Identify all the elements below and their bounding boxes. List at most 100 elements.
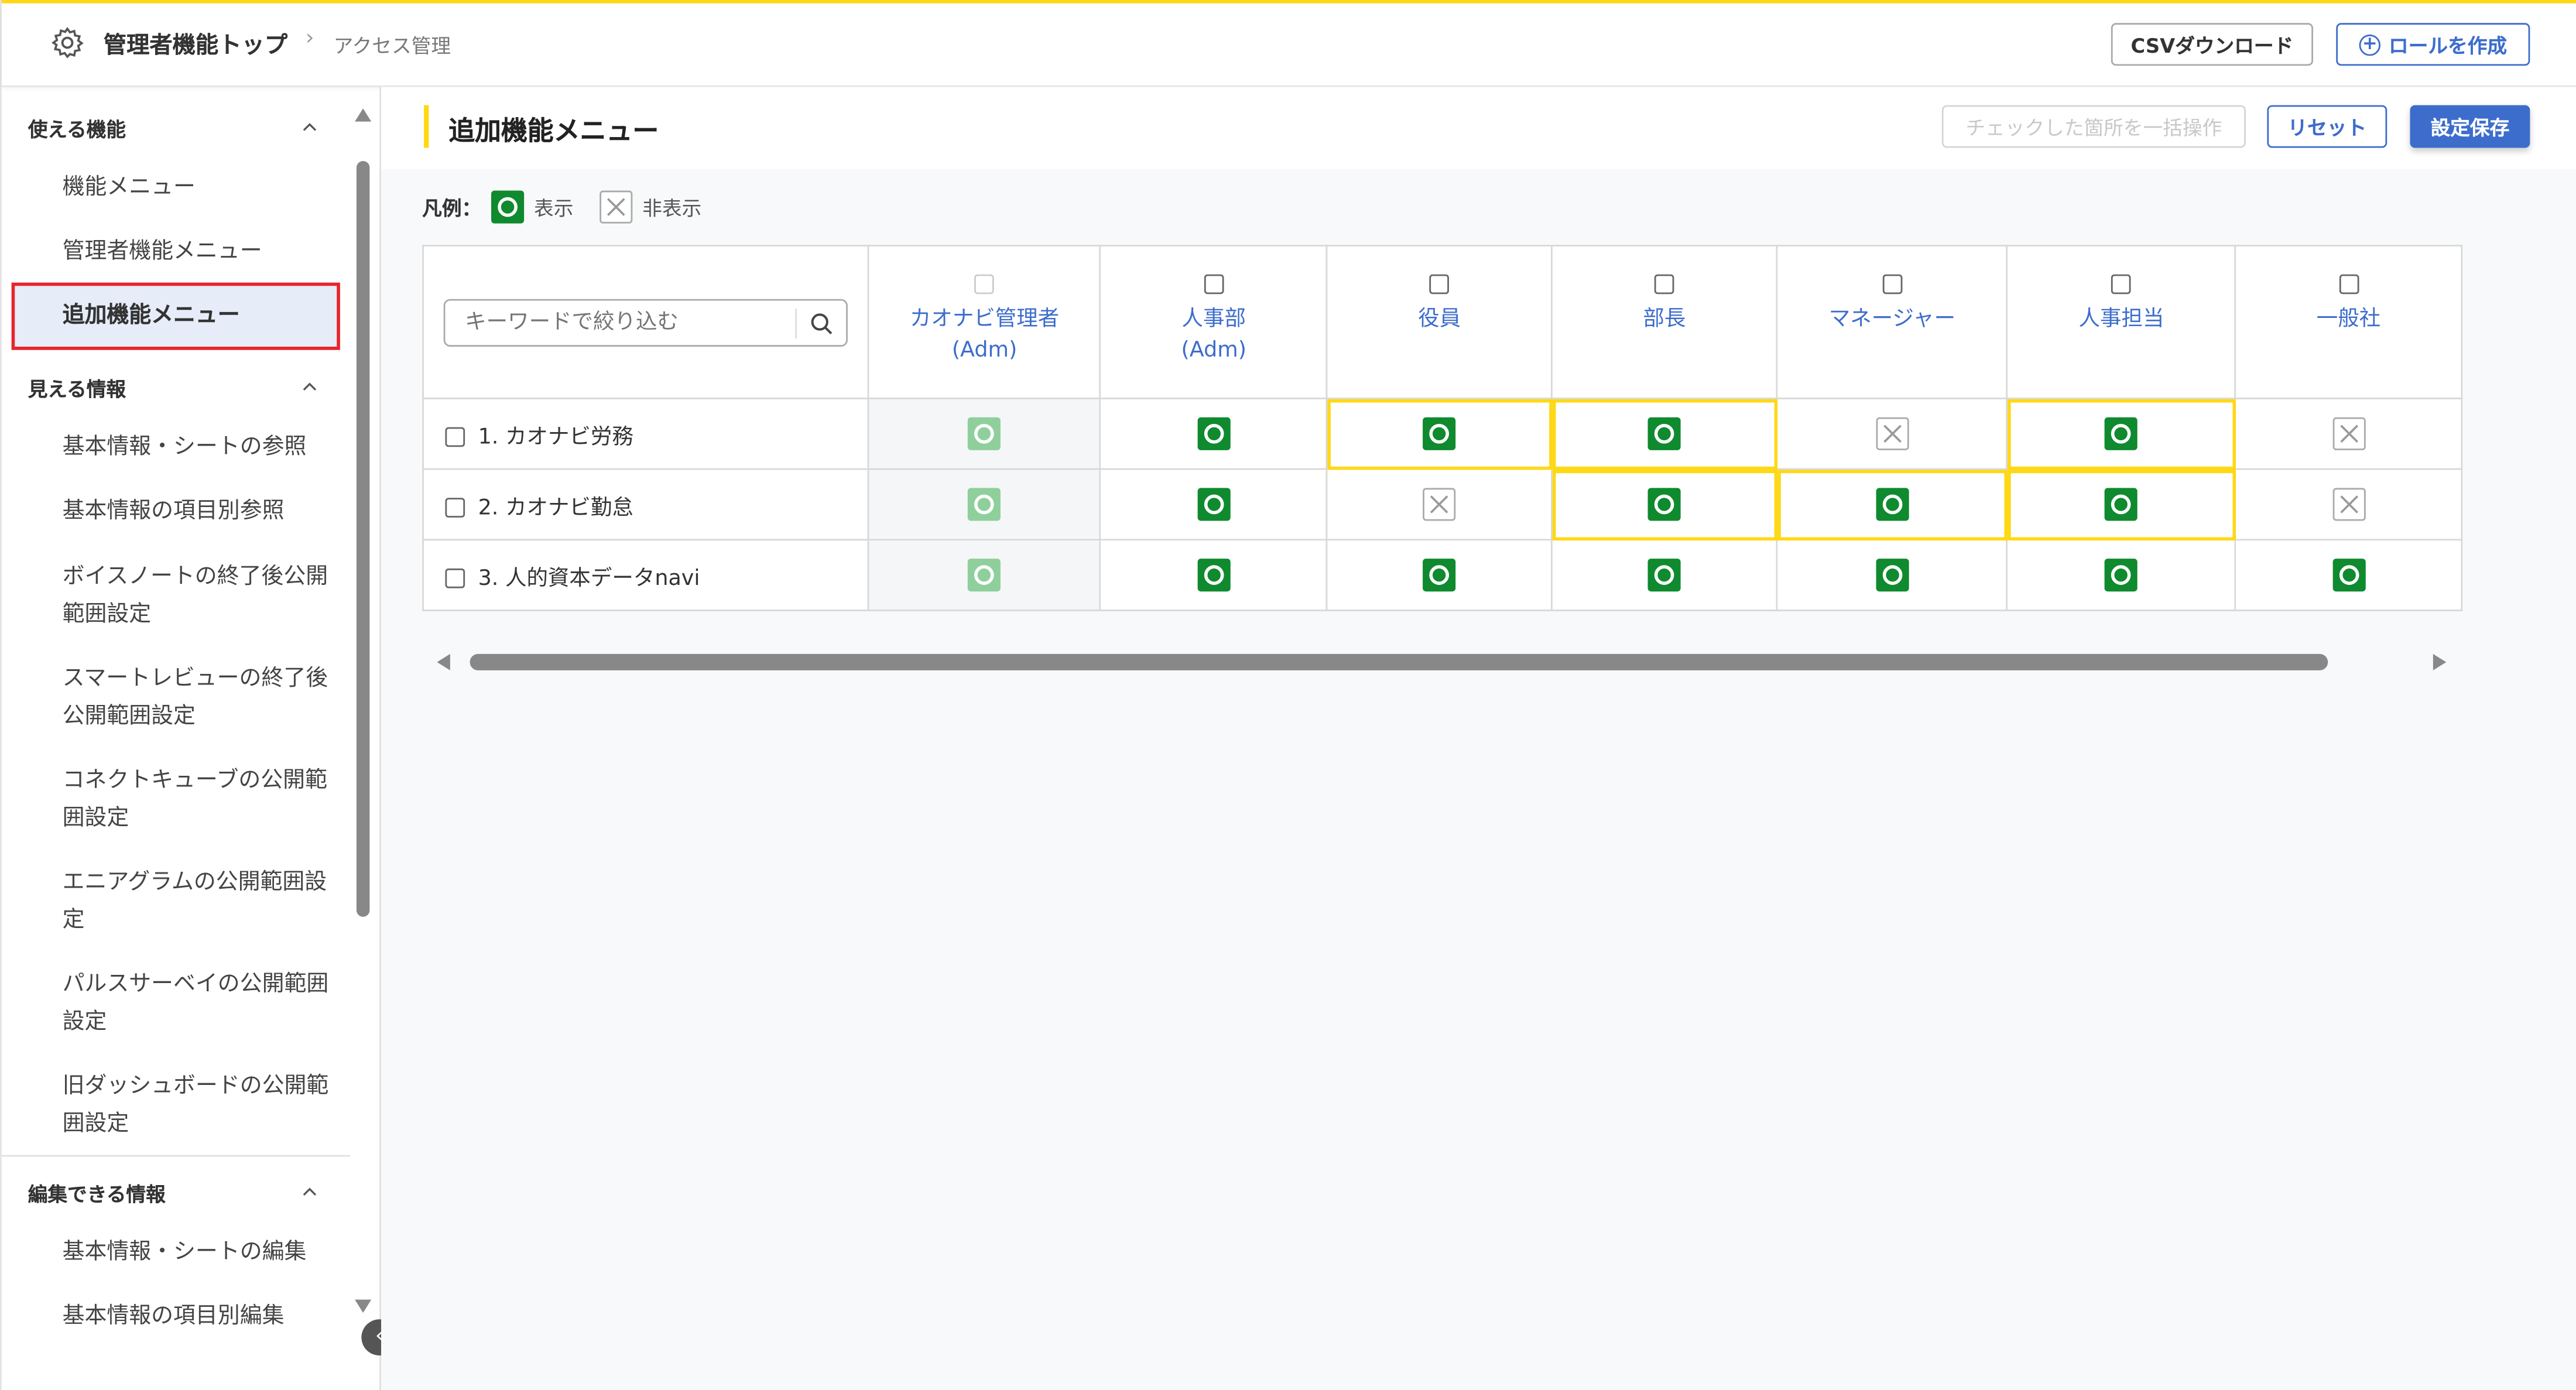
chevron-up-icon[interactable] <box>302 120 317 135</box>
permission-cell[interactable] <box>2234 468 2463 541</box>
hide-icon[interactable] <box>2332 488 2365 522</box>
sidebar-item-admin-menu[interactable]: 管理者機能メニュー <box>62 238 262 265</box>
title-accent <box>423 105 429 148</box>
permission-cell[interactable] <box>1099 539 1328 611</box>
sidebar-item-basic-field-edit[interactable]: 基本情報の項目別編集 <box>62 1303 285 1330</box>
permission-cell[interactable] <box>2234 539 2463 611</box>
permission-cell[interactable] <box>2006 539 2236 611</box>
chevron-up-icon[interactable] <box>302 1184 317 1199</box>
column-checkbox[interactable] <box>1882 274 1902 295</box>
sidebar-item-old-dashboard-scope[interactable]: 旧ダッシュボードの公開範囲設定 <box>62 1073 329 1137</box>
sidebar-item-enneagram-scope[interactable]: エニアグラムの公開範囲設定 <box>62 869 327 933</box>
permission-cell[interactable] <box>1551 539 1778 611</box>
csv-download-button[interactable]: CSVダウンロード <box>2111 23 2313 66</box>
row-label-cell: 2. カオナビ勤怠 <box>422 468 869 541</box>
column-checkbox[interactable] <box>1429 274 1450 295</box>
scroll-down-arrow-icon[interactable] <box>355 1298 372 1314</box>
show-icon[interactable] <box>2105 559 2138 592</box>
hide-icon[interactable] <box>1875 417 1909 451</box>
search-icon[interactable] <box>810 311 833 334</box>
sidebar-scroll-thumb[interactable] <box>356 160 370 917</box>
sidebar-item-basic-sheet-edit[interactable]: 基本情報・シートの編集 <box>62 1238 307 1265</box>
column-checkbox[interactable] <box>2338 274 2359 295</box>
title-bar: 追加機能メニュー チェックした箇所を一括操作 リセット 設定保存 <box>381 87 2576 170</box>
keyword-search-input[interactable] <box>461 308 814 336</box>
save-settings-button[interactable]: 設定保存 <box>2410 105 2530 148</box>
permission-cell[interactable] <box>2006 398 2236 470</box>
section-title-visible: 見える情報 <box>28 378 126 401</box>
column-checkbox[interactable] <box>2111 274 2132 295</box>
show-icon[interactable] <box>1423 417 1456 451</box>
role-name[interactable]: 一般社 <box>2316 307 2381 332</box>
column-checkbox[interactable] <box>1654 274 1674 295</box>
scroll-up-arrow-icon[interactable] <box>355 107 372 123</box>
row-label-cell: 3. 人的資本データnavi <box>422 539 869 611</box>
show-icon <box>968 559 1001 592</box>
breadcrumb-root[interactable]: 管理者機能トップ <box>103 33 288 60</box>
show-icon[interactable] <box>2105 488 2138 522</box>
table-row: 2. カオナビ勤怠 <box>422 468 2463 541</box>
reset-button[interactable]: リセット <box>2267 105 2387 148</box>
column-checkbox[interactable] <box>1204 274 1224 295</box>
permission-cell[interactable] <box>1099 468 1328 541</box>
row-checkbox[interactable] <box>445 497 465 517</box>
permission-cell <box>867 539 1102 611</box>
role-name[interactable]: カオナビ管理者 <box>909 307 1060 332</box>
show-icon[interactable] <box>1197 417 1231 451</box>
show-icon <box>968 488 1001 522</box>
permission-cell[interactable] <box>2006 468 2236 541</box>
legend-label: 凡例： <box>422 196 482 220</box>
permission-cell[interactable] <box>1551 468 1778 541</box>
column-header: マネージャー <box>1776 245 2009 399</box>
show-icon[interactable] <box>1875 488 1909 522</box>
scroll-left-arrow-icon[interactable] <box>436 653 452 670</box>
permission-cell[interactable] <box>1326 398 1553 470</box>
column-header: 人事担当 <box>2006 245 2236 399</box>
role-name[interactable]: 部長 <box>1643 307 1686 332</box>
sidebar-item-function-menu[interactable]: 機能メニュー <box>62 174 196 201</box>
sidebar-item-pulsesurvey-scope[interactable]: パルスサーベイの公開範囲設定 <box>62 971 329 1035</box>
show-icon[interactable] <box>2332 559 2365 592</box>
keyword-filter[interactable] <box>443 298 848 346</box>
role-name[interactable]: 役員 <box>1418 307 1461 332</box>
show-icon[interactable] <box>1423 559 1456 592</box>
show-icon[interactable] <box>1647 417 1681 451</box>
scroll-right-arrow-icon[interactable] <box>2431 653 2448 670</box>
horizontal-scroll-thumb[interactable] <box>470 653 2328 670</box>
sidebar-item-voicenote-scope[interactable]: ボイスノートの終了後公開範囲設定 <box>62 563 328 628</box>
hide-icon[interactable] <box>2332 417 2365 451</box>
create-role-button[interactable]: + ロールを作成 <box>2336 23 2530 66</box>
sidebar-item-basic-field-view[interactable]: 基本情報の項目別参照 <box>62 498 285 525</box>
show-icon[interactable] <box>1197 488 1231 522</box>
show-icon[interactable] <box>1197 559 1231 592</box>
sidebar-item-connectcube-scope[interactable]: コネクトキューブの公開範囲設定 <box>62 767 327 831</box>
permission-cell[interactable] <box>1776 398 2009 470</box>
sidebar-item-smartreview-scope[interactable]: スマートレビューの終了後公開範囲設定 <box>62 665 328 730</box>
show-icon[interactable] <box>1647 559 1681 592</box>
section-title-editable: 編集できる情報 <box>28 1183 166 1206</box>
row-checkbox[interactable] <box>445 426 465 446</box>
permission-cell[interactable] <box>1776 539 2009 611</box>
show-icon[interactable] <box>1647 488 1681 522</box>
row-checkbox[interactable] <box>445 567 465 588</box>
role-name[interactable]: 人事担当 <box>2078 307 2164 332</box>
permission-cell[interactable] <box>1326 539 1553 611</box>
sidebar-item-basic-sheet-view[interactable]: 基本情報・シートの参照 <box>62 433 307 460</box>
chevron-up-icon[interactable] <box>302 379 317 394</box>
permission-cell[interactable] <box>1326 468 1553 541</box>
horizontal-scrollbar[interactable] <box>430 651 2459 673</box>
permission-cell[interactable] <box>1099 398 1328 470</box>
role-name[interactable]: 人事部 <box>1181 307 1246 332</box>
permission-cell[interactable] <box>1551 398 1778 470</box>
bulk-operation-button[interactable]: チェックした箇所を一括操作 <box>1941 105 2246 148</box>
row-label: 3. 人的資本データnavi <box>478 566 700 591</box>
column-checkbox[interactable] <box>974 274 995 295</box>
show-icon[interactable] <box>1875 559 1909 592</box>
show-icon[interactable] <box>2105 417 2138 451</box>
hide-icon[interactable] <box>1423 488 1456 522</box>
role-name[interactable]: マネージャー <box>1828 307 1956 332</box>
permission-cell[interactable] <box>1776 468 2009 541</box>
permission-cell[interactable] <box>2234 398 2463 470</box>
sidebar-item-additional-menu[interactable]: 追加機能メニュー <box>62 302 240 329</box>
sidebar-scrollbar[interactable] <box>353 107 373 1314</box>
